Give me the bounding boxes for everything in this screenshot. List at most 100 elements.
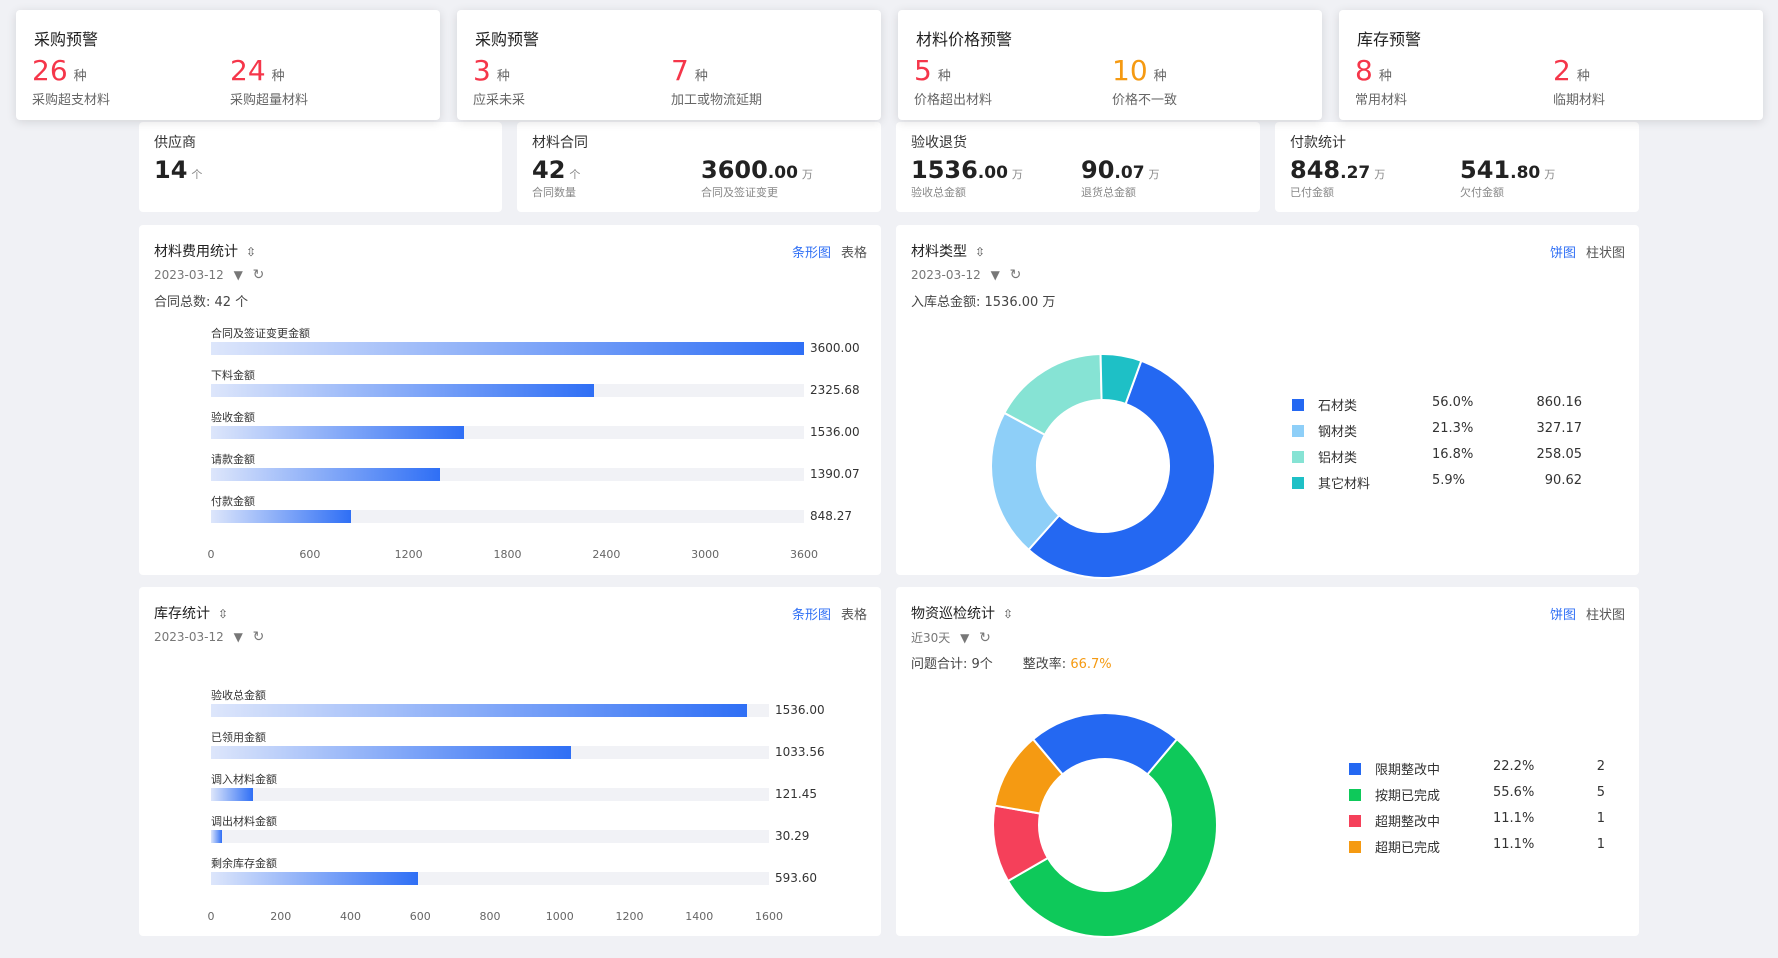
tab-pie-chart[interactable]: 饼图 <box>1549 608 1576 623</box>
bar-track[interactable] <box>211 468 804 481</box>
bar-track[interactable] <box>211 704 769 717</box>
panel-title[interactable]: 材料类型 ⇳ <box>911 241 985 261</box>
legend-item[interactable]: 限期整改中 22.2% 2 <box>1349 759 1619 785</box>
sort-icon[interactable]: ⇳ <box>218 607 229 621</box>
alert-unit: 种 <box>73 69 87 84</box>
tab-bar-chart[interactable]: 条形图 <box>791 246 831 261</box>
owed-amount[interactable]: 541.80 万 欠付金额 <box>1460 156 1555 200</box>
alert-metric[interactable]: 24 种 采购超量材料 <box>230 54 308 108</box>
alert-number: 5 <box>914 54 932 87</box>
legend-item[interactable]: 其它材料 5.9% 90.62 <box>1292 473 1592 499</box>
bar-fill <box>211 746 572 759</box>
bar-track[interactable] <box>211 342 804 355</box>
view-switch: 条形图 表格 <box>782 242 867 261</box>
legend-item[interactable]: 超期整改中 11.1% 1 <box>1349 811 1619 837</box>
stat-card-contract: 材料合同 42 个 合同数量 3600.00 万 合同及签证变更 <box>517 122 881 212</box>
date-picker[interactable]: 2023-03-12 ▼ ↻ <box>154 629 264 645</box>
legend-item[interactable]: 石材类 56.0% 860.16 <box>1292 395 1592 421</box>
legend-percent: 21.3% <box>1432 421 1474 436</box>
period-text: 近30天 <box>911 631 951 645</box>
panel-title[interactable]: 物资巡检统计 ⇳ <box>911 603 1013 623</box>
legend-value: 327.17 <box>1536 421 1583 436</box>
bar-label: 验收总金额 <box>211 689 266 702</box>
date-picker[interactable]: 2023-03-12 ▼ ↻ <box>911 267 1021 283</box>
stat-title: 材料合同 <box>532 135 588 151</box>
legend-item[interactable]: 钢材类 21.3% 327.17 <box>1292 421 1592 447</box>
stat-number: 541 <box>1460 156 1511 184</box>
bar-track[interactable] <box>211 510 804 523</box>
bar-track[interactable] <box>211 872 769 885</box>
sort-icon[interactable]: ⇳ <box>975 245 986 259</box>
donut-slice[interactable] <box>1027 359 1216 579</box>
alert-metric[interactable]: 26 种 采购超支材料 <box>32 54 110 108</box>
view-switch: 饼图 柱状图 <box>1540 604 1625 623</box>
paid-amount[interactable]: 848.27 万 已付金额 <box>1290 156 1385 200</box>
legend-item[interactable]: 超期已完成 11.1% 1 <box>1349 837 1619 863</box>
bar-track[interactable] <box>211 384 804 397</box>
tab-bar-chart[interactable]: 条形图 <box>791 608 831 623</box>
tab-table[interactable]: 表格 <box>840 608 867 623</box>
sort-icon[interactable]: ⇳ <box>1003 607 1014 621</box>
legend-item[interactable]: 铝材类 16.8% 258.05 <box>1292 447 1592 473</box>
acceptance-amount[interactable]: 1536.00 万 验收总金额 <box>911 156 1023 200</box>
legend-item[interactable]: 按期已完成 55.6% 5 <box>1349 785 1619 811</box>
bar-track[interactable] <box>211 788 769 801</box>
panel-title[interactable]: 库存统计 ⇳ <box>154 603 228 623</box>
bar-track[interactable] <box>211 426 804 439</box>
refresh-icon[interactable]: ↻ <box>979 630 991 646</box>
contract-count[interactable]: 42 个 合同数量 <box>532 156 580 200</box>
return-amount[interactable]: 90.07 万 退货总金额 <box>1081 156 1160 200</box>
refresh-icon[interactable]: ↻ <box>252 267 265 283</box>
bar-track[interactable] <box>211 830 769 843</box>
legend-value: 90.62 <box>1544 473 1582 488</box>
bar-label: 剩余库存金额 <box>211 857 277 870</box>
donut-slice[interactable] <box>1006 737 1218 938</box>
bar-track[interactable] <box>211 746 769 759</box>
tab-pie-chart[interactable]: 饼图 <box>1549 246 1576 261</box>
donut-slice[interactable] <box>1099 353 1143 406</box>
stat-decimal: .00 <box>767 163 798 183</box>
inspection-panel: 物资巡检统计 ⇳ 近30天 ▼ ↻ 问题合计: 9个 整改率: 66.7% 饼图 柱状… <box>896 587 1639 938</box>
alert-metric[interactable]: 10 种 价格不一致 <box>1112 54 1177 108</box>
stat-label: 合同及签证变更 <box>701 186 778 199</box>
legend-swatch <box>1292 425 1304 437</box>
axis-tick-label: 1400 <box>685 910 714 923</box>
contract-total-info: 合同总数: 42 个 <box>154 295 249 310</box>
donut-slice[interactable] <box>993 737 1064 815</box>
view-switch: 条形图 表格 <box>782 604 867 623</box>
material-type-panel: 材料类型 ⇳ 2023-03-12 ▼ ↻ 入库总金额: 1536.00 万 饼图… <box>896 225 1639 579</box>
date-picker[interactable]: 2023-03-12 ▼ ↻ <box>154 267 264 283</box>
alert-unit: 种 <box>1153 69 1167 84</box>
chevron-down-icon: ▼ <box>233 268 243 282</box>
alert-title: 材料价格预警 <box>916 30 1013 49</box>
tab-column-chart[interactable]: 柱状图 <box>1585 608 1625 623</box>
stat-number: 1536 <box>911 156 978 184</box>
legend-percent: 55.6% <box>1493 785 1535 800</box>
period-picker[interactable]: 近30天 ▼ ↻ <box>911 629 991 646</box>
panel-title[interactable]: 材料费用统计 ⇳ <box>154 241 256 261</box>
sort-icon[interactable]: ⇳ <box>246 245 257 259</box>
stat-label: 已付金额 <box>1290 186 1334 199</box>
contract-amount[interactable]: 3600.00 万 合同及签证变更 <box>701 156 813 200</box>
alert-label: 常用材料 <box>1355 93 1408 108</box>
legend-name: 超期整改中 <box>1375 815 1441 830</box>
tab-column-chart[interactable]: 柱状图 <box>1585 246 1625 261</box>
supplier-count[interactable]: 14 个 <box>154 156 202 184</box>
legend-name: 按期已完成 <box>1375 789 1441 804</box>
inbound-total-info: 入库总金额: 1536.00 万 <box>911 295 1056 310</box>
chevron-down-icon: ▼ <box>233 630 243 644</box>
bar-label: 调入材料金额 <box>211 773 277 786</box>
panel-title-text: 库存统计 <box>154 606 210 622</box>
inspection-legend: 限期整改中 22.2% 2 按期已完成 55.6% 5 超期整改中 11.1% 1 超期已完成 11… <box>1349 759 1619 863</box>
refresh-icon[interactable]: ↻ <box>1009 267 1022 283</box>
tab-table[interactable]: 表格 <box>840 246 867 261</box>
refresh-icon[interactable]: ↻ <box>252 629 265 645</box>
bar-fill <box>211 384 595 397</box>
stat-title: 付款统计 <box>1290 135 1346 151</box>
